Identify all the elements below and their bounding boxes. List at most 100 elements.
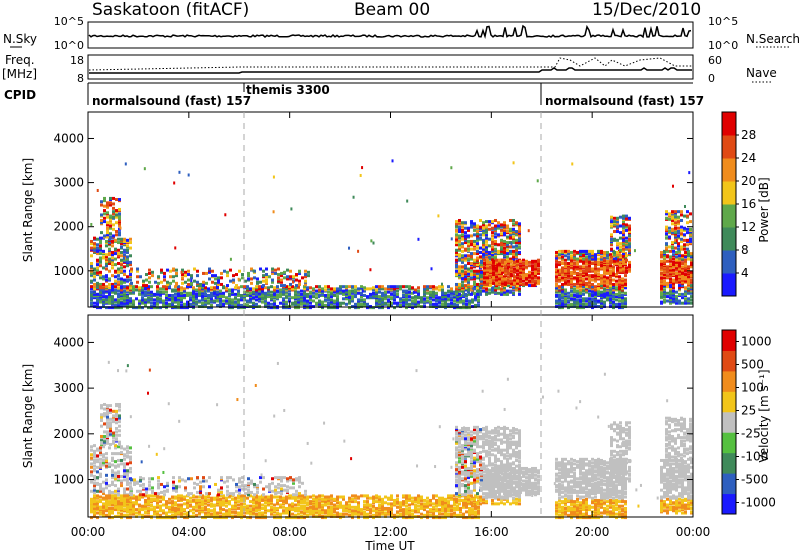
nave-tick-bottom: 0 <box>708 72 715 85</box>
heatmap-cell <box>467 280 470 284</box>
heatmap-cell <box>491 255 494 259</box>
heatmap-cell <box>387 303 390 307</box>
heatmap-cell <box>115 230 118 234</box>
heatmap-cell <box>438 285 441 289</box>
heatmap-cell <box>467 282 470 286</box>
heatmap-cell <box>183 516 186 520</box>
heatmap-cell <box>450 289 453 293</box>
heatmap-cell <box>509 280 512 284</box>
heatmap-cell <box>624 281 627 285</box>
heatmap-cell <box>525 265 528 269</box>
heatmap-cell <box>426 299 429 303</box>
heatmap-cell <box>184 280 187 284</box>
heatmap-cell <box>561 299 564 303</box>
heatmap-cell <box>90 301 93 305</box>
heatmap-cell <box>267 295 270 299</box>
freq-tick-top: 18 <box>70 54 84 67</box>
heatmap-cell <box>90 271 93 275</box>
heatmap-cell <box>147 501 150 505</box>
heatmap-cell <box>181 273 184 277</box>
heatmap-cell <box>516 278 519 282</box>
heatmap-cell <box>208 277 211 281</box>
heatmap-cell <box>147 506 150 510</box>
heatmap-cell <box>240 298 243 302</box>
heatmap-cell <box>531 276 534 280</box>
heatmap-cell <box>129 450 132 454</box>
heatmap-cell <box>681 292 684 296</box>
heatmap-cell <box>351 297 354 301</box>
heatmap-cell <box>480 270 483 274</box>
heatmap-cell <box>360 291 363 295</box>
heatmap-cell <box>282 292 285 296</box>
heatmap-cell <box>438 300 441 304</box>
heatmap-cell <box>618 287 621 291</box>
heatmap-cell <box>585 255 588 259</box>
colorbar-swatch <box>722 204 736 228</box>
heatmap-cell <box>528 284 531 288</box>
heatmap-cell <box>615 298 618 302</box>
heatmap-cell <box>573 265 576 269</box>
heatmap-cell <box>458 234 461 238</box>
heatmap-cell <box>274 271 277 275</box>
heatmap-cell <box>573 276 576 280</box>
heatmap-cell <box>123 447 126 451</box>
heatmap-cell <box>687 252 690 256</box>
heatmap-cell <box>467 290 470 294</box>
heatmap-cell <box>622 259 625 263</box>
heatmap-cell <box>159 500 162 504</box>
heatmap-cell <box>477 298 480 302</box>
heatmap-cell <box>108 262 111 265</box>
heatmap-cell <box>280 278 283 282</box>
heatmap-cell <box>106 412 109 416</box>
heatmap-cell <box>558 285 561 289</box>
heatmap-cell <box>471 300 474 304</box>
heatmap-cell <box>144 510 147 514</box>
heatmap-cell <box>103 414 106 418</box>
heatmap-cell <box>628 242 631 246</box>
heatmap-cell <box>267 289 270 293</box>
heatmap-cell <box>318 285 321 289</box>
heatmap-cell <box>141 516 144 520</box>
heatmap-cell <box>196 269 199 273</box>
heatmap-cell <box>503 263 506 267</box>
heatmap-cell <box>683 204 686 208</box>
heatmap-cell <box>102 502 105 506</box>
heatmap-cell <box>109 408 112 412</box>
heatmap-cell <box>106 223 109 227</box>
heatmap-cell <box>315 296 318 300</box>
heatmap-cell <box>406 199 409 203</box>
heatmap-cell <box>462 301 465 305</box>
heatmap-cell <box>181 281 184 285</box>
heatmap-cell <box>147 509 150 513</box>
heatmap-cell <box>108 446 111 450</box>
heatmap-cell <box>456 295 459 299</box>
heatmap-cell <box>591 289 594 293</box>
heatmap-cell <box>123 513 126 517</box>
heatmap-cell <box>315 301 318 305</box>
heatmap-cell <box>174 246 177 250</box>
heatmap-cell <box>663 260 666 264</box>
heatmap-cell <box>684 258 687 262</box>
heatmap-cell <box>148 271 151 275</box>
heatmap-cell <box>606 276 609 280</box>
heatmap-cell <box>115 213 118 217</box>
heatmap-cell <box>686 214 689 218</box>
heatmap-cell <box>503 233 506 237</box>
heatmap-cell <box>567 255 570 259</box>
heatmap-cell <box>129 246 132 250</box>
heatmap-cell <box>186 285 189 289</box>
heatmap-cell <box>156 301 159 305</box>
heatmap-cell <box>522 279 525 283</box>
heatmap-cell <box>144 504 147 508</box>
heatmap-cell <box>357 287 360 291</box>
heatmap-cell <box>616 268 619 272</box>
heatmap-cell <box>195 501 198 505</box>
heatmap-cell <box>241 273 244 277</box>
heatmap-cell <box>109 235 112 239</box>
heatmap-cell <box>363 303 366 307</box>
heatmap-cell <box>102 458 105 462</box>
heatmap-cell <box>666 274 669 278</box>
heatmap-cell <box>108 247 111 251</box>
heatmap-cell <box>461 265 464 269</box>
heatmap-cell <box>476 289 479 293</box>
